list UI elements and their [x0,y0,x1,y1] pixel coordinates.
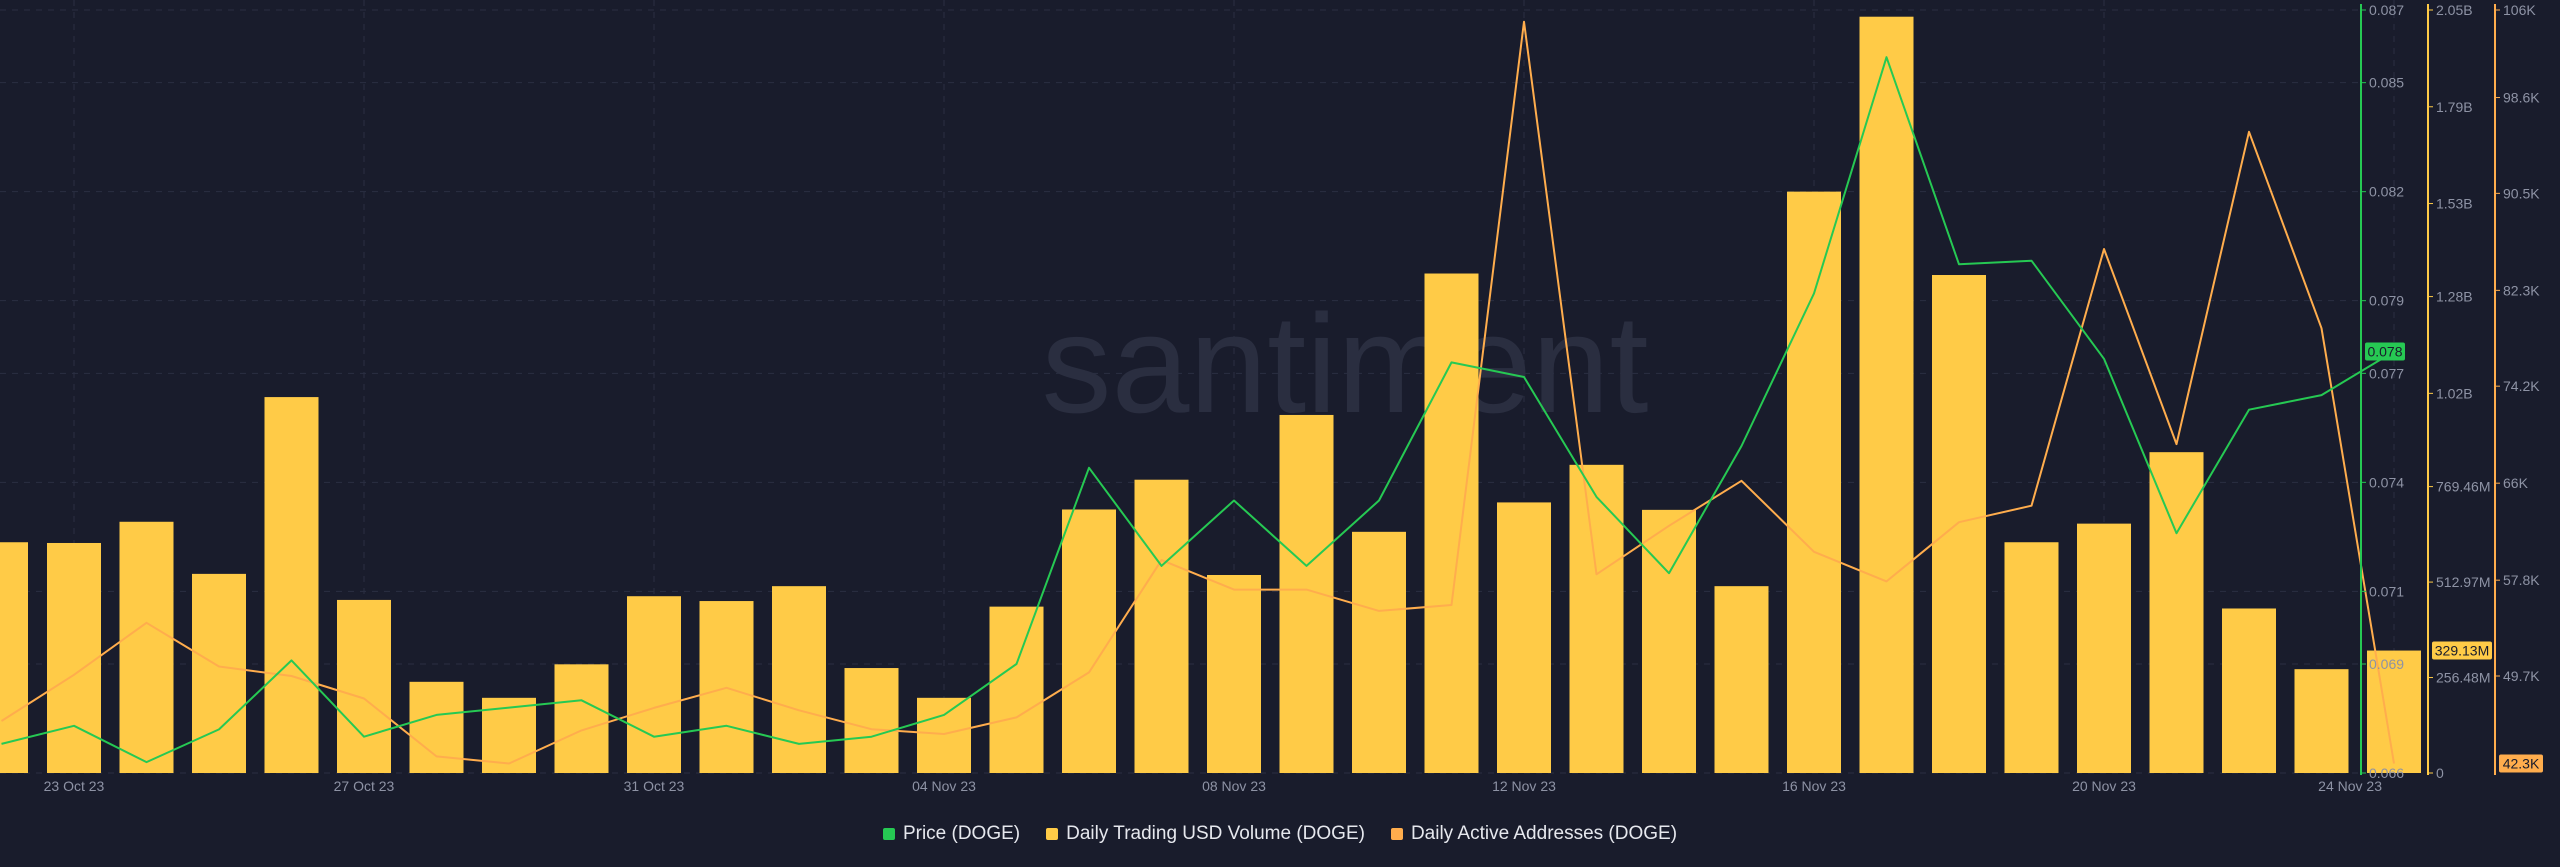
volume-bar [2367,650,2421,773]
volume-bar [554,664,609,773]
volume-axis-label: 2.05B [2436,2,2473,18]
volume-bar [0,542,28,773]
volume-bar [1787,191,1841,773]
x-axis-label: 12 Nov 23 [1492,778,1556,794]
price-axis-label: 0.066 [2369,765,2404,781]
x-axis-label: 16 Nov 23 [1782,778,1846,794]
addresses-axis-label: 82.3K [2503,282,2540,298]
addresses-axis-label: 49.7K [2503,668,2540,684]
addresses-axis-label: 57.8K [2503,572,2540,588]
legend-label-addresses: Daily Active Addresses (DOGE) [1410,823,1678,844]
volume-bar [1497,502,1551,773]
legend-item-price[interactable]: Price (DOGE) [882,823,1021,845]
volume-bar [1569,464,1624,773]
volume-bar [1062,509,1116,773]
volume-axis-label: 1.53B [2436,196,2473,212]
volume-bar [192,573,246,773]
volume-bar [1352,531,1406,773]
legend-swatch-price [882,828,895,840]
volume-bar [337,599,391,773]
volume-axis-label: 1.79B [2436,99,2473,115]
price-axis-label: 0.087 [2369,2,2404,18]
volume-axis-label: 1.28B [2436,289,2473,305]
volume-axis-label: 256.48M [2436,670,2490,686]
volume-bar [2294,669,2349,773]
addresses-current-label: 42.3K [2503,756,2540,772]
x-axis-label: 27 Oct 23 [334,778,395,794]
legend-label-price: Price (DOGE) [902,823,1021,844]
volume-bar [844,668,899,773]
volume-bar [1134,479,1189,773]
x-axis: 23 Oct 23 27 Oct 23 31 Oct 23 04 Nov 23 08 N… [44,778,2383,794]
y-axes: 0.066 0.069 0.071 0.074 0.077 0.079 0.082 0.085… [2360,2,2543,781]
price-line [1,56,2395,764]
series-lines [0,20,2395,765]
x-axis-label: 04 Nov 23 [912,778,976,794]
volume-current-label: 329.13M [2435,642,2489,658]
legend-swatch-volume [1046,828,1059,840]
volume-bar [47,542,101,773]
volume-bar [1207,574,1261,773]
volume-axis-label: 0 [2436,765,2444,781]
addresses-axis-label: 66K [2503,475,2529,491]
volume-bar [2222,608,2276,773]
volume-bar [917,697,971,773]
volume-bar [2149,452,2204,773]
volume-bar [627,596,681,773]
volume-axis-label: 769.46M [2436,479,2490,495]
volume-bar [1424,273,1479,773]
volume-bar [2004,542,2059,773]
addresses-current-badge [2499,754,2543,773]
price-current-badge [2365,342,2405,361]
x-axis-label: 20 Nov 23 [2072,778,2136,794]
volume-bar [264,397,319,773]
volume-bar [1279,414,1334,773]
legend-label-volume: Daily Trading USD Volume (DOGE) [1066,823,1365,844]
price-axis-label: 0.071 [2369,583,2404,599]
volume-axis-label: 512.97M [2436,574,2490,590]
volume-bar [119,521,174,773]
price-current-label: 0.078 [2367,344,2402,360]
legend-item-volume[interactable]: Daily Trading USD Volume (DOGE) [1046,823,1365,845]
volume-bar [2077,523,2131,773]
volume-bar [1859,16,1914,773]
addresses-axis-label: 74.2K [2503,378,2540,394]
legend: Price (DOGE) Daily Trading USD Volume (D… [0,818,2560,850]
volume-bar [409,681,464,773]
addresses-axis-label: 106K [2503,2,2536,18]
x-axis-label: 08 Nov 23 [1202,778,1266,794]
price-axis-label: 0.069 [2369,656,2404,672]
price-axis-label: 0.085 [2369,75,2404,91]
volume-current-badge [2432,641,2492,660]
x-axis-label: 24 Nov 23 [2318,778,2382,794]
x-axis-label: 31 Oct 23 [624,778,685,794]
volume-bar [1932,275,1986,773]
watermark: santiment [1042,285,1649,442]
price-axis-label: 0.082 [2369,184,2404,200]
volume-bar [772,586,826,773]
price-axis-label: 0.079 [2369,293,2404,309]
price-axis-label: 0.074 [2369,474,2404,490]
volume-bar [1714,586,1769,773]
legend-swatch-addresses [1390,828,1403,840]
addresses-axis-label: 98.6K [2503,90,2540,106]
volume-bar [989,606,1044,773]
price-axis-label: 0.077 [2369,365,2404,381]
volume-bar [1642,509,1696,773]
legend-item-addresses[interactable]: Daily Active Addresses (DOGE) [1390,823,1678,845]
x-axis-label: 23 Oct 23 [44,778,105,794]
volume-axis-label: 1.02B [2436,385,2473,401]
addresses-line [0,20,2395,765]
addresses-axis-label: 90.5K [2503,185,2540,201]
